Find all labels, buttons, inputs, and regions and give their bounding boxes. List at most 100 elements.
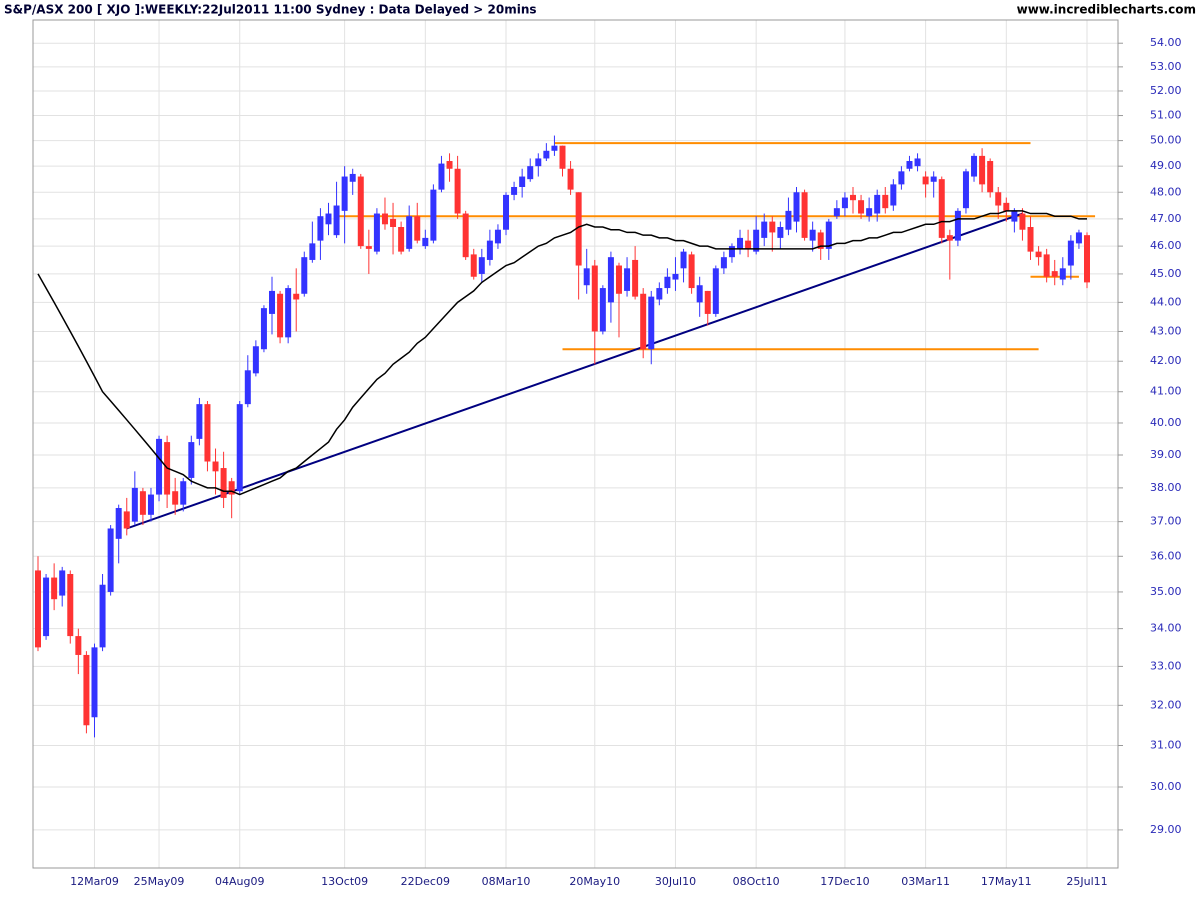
x-tick-label: 12Mar09 — [70, 875, 119, 888]
candle-body — [406, 216, 413, 249]
candle-body — [156, 438, 163, 495]
candle-body — [99, 584, 106, 648]
candle-body — [1019, 213, 1026, 230]
y-tick-label: 47.00 — [1150, 212, 1182, 225]
candle-body — [664, 276, 671, 289]
candle-body — [543, 150, 550, 159]
y-tick-label: 37.00 — [1150, 515, 1182, 528]
chart-title: S&P/ASX 200 [ XJO ]:WEEKLY:22Jul2011 11:… — [4, 3, 537, 17]
y-tick-label: 32.00 — [1150, 698, 1182, 711]
candle-body — [511, 187, 518, 195]
candle-body — [269, 290, 276, 314]
candle-body — [728, 246, 735, 258]
candle-body — [624, 268, 631, 291]
candle-body — [470, 254, 477, 277]
candle-body — [817, 232, 824, 249]
candle-body — [769, 221, 776, 233]
candle-body — [454, 168, 461, 214]
candle-body — [938, 179, 945, 238]
candle-body — [551, 145, 558, 151]
candle-body — [277, 293, 284, 338]
candle-body — [212, 461, 219, 472]
candle-body — [591, 265, 598, 332]
candle-body — [180, 481, 187, 505]
x-tick-label: 30Jul10 — [655, 875, 696, 888]
candle-body — [753, 229, 760, 252]
candle-body — [67, 573, 74, 637]
y-tick-label: 43.00 — [1150, 324, 1182, 337]
candle-body — [1075, 232, 1082, 244]
candle-body — [1043, 254, 1050, 277]
candle-body — [519, 176, 526, 188]
candle-body — [1011, 210, 1018, 222]
candle-body — [962, 171, 969, 209]
candle-body — [704, 290, 711, 314]
candle-body — [325, 213, 332, 225]
candle-body — [761, 221, 768, 238]
candle-body — [285, 288, 292, 338]
y-tick-label: 49.00 — [1150, 159, 1182, 172]
candle-body — [914, 158, 921, 167]
y-tick-label: 30.00 — [1150, 780, 1182, 793]
y-tick-label: 53.00 — [1150, 60, 1182, 73]
y-tick-label: 52.00 — [1150, 84, 1182, 97]
candle-body — [59, 570, 66, 596]
candle-body — [252, 346, 259, 374]
candle-body — [341, 176, 348, 211]
y-tick-label: 42.00 — [1150, 354, 1182, 367]
candle-body — [720, 257, 727, 269]
candle-body — [503, 194, 510, 230]
y-tick-label: 36.00 — [1150, 549, 1182, 562]
candle-body — [688, 254, 695, 289]
y-tick-label: 31.00 — [1150, 739, 1182, 752]
candle-body — [260, 308, 267, 350]
candle-body — [1067, 240, 1074, 266]
candle-body — [51, 577, 58, 600]
y-tick-label: 48.00 — [1150, 185, 1182, 198]
candle-body — [535, 158, 542, 167]
y-tick-label: 51.00 — [1150, 109, 1182, 122]
candle-body — [527, 166, 534, 180]
candle-body — [333, 205, 340, 236]
candle-body — [567, 168, 574, 190]
candle-body — [204, 404, 211, 462]
candle-body — [712, 268, 719, 314]
candle-body — [833, 208, 840, 217]
candle-body — [615, 265, 622, 294]
candle-body — [75, 636, 82, 655]
candle-body — [373, 213, 380, 252]
candle-body — [954, 210, 961, 241]
candle-body — [35, 570, 41, 648]
candle-body — [365, 246, 372, 249]
candle-body — [849, 194, 856, 201]
candle-body — [381, 213, 388, 225]
candle-body — [220, 468, 227, 498]
candle-body — [1027, 227, 1034, 252]
candle-body — [244, 370, 251, 405]
candle-body — [987, 161, 994, 193]
y-tick-label: 54.00 — [1150, 36, 1182, 49]
candle-body — [494, 229, 501, 244]
candle-body — [1084, 235, 1090, 283]
candle-body — [922, 176, 929, 185]
candle-body — [898, 171, 905, 185]
candle-body — [83, 654, 90, 726]
candle-body — [139, 491, 146, 515]
plot-frame — [32, 19, 1119, 869]
x-tick-label: 04Aug09 — [215, 875, 264, 888]
marks — [35, 135, 1096, 738]
candle-body — [293, 293, 300, 300]
y-tick-label: 46.00 — [1150, 239, 1182, 252]
candle-body — [648, 296, 655, 350]
candle-body — [777, 227, 784, 238]
candle-body — [236, 404, 243, 492]
candle-body — [422, 237, 429, 247]
candle-body — [123, 511, 130, 529]
candle-body — [349, 173, 356, 182]
candle-body — [188, 442, 195, 478]
candle-body — [882, 194, 889, 209]
candle-body — [414, 216, 421, 241]
candle-body — [672, 273, 679, 280]
candle-body — [737, 237, 744, 249]
